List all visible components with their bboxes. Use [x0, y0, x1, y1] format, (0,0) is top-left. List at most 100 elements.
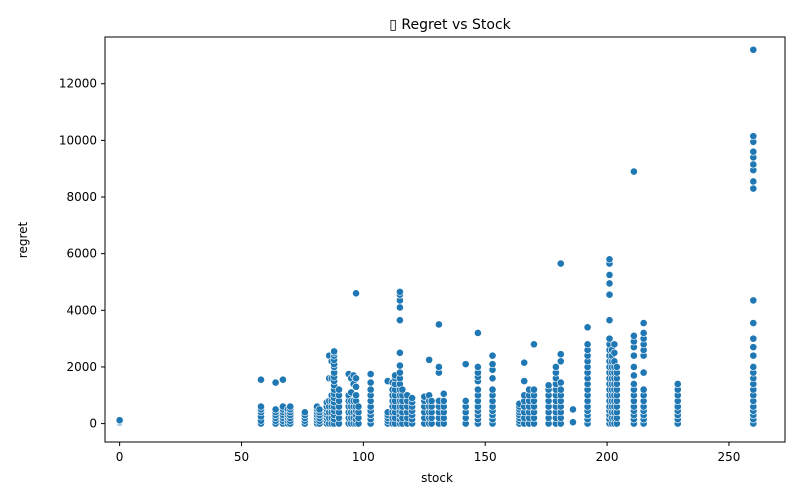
data-point — [461, 360, 470, 369]
data-point — [639, 368, 648, 377]
data-point — [629, 351, 638, 360]
data-point — [352, 289, 360, 298]
data-point — [474, 363, 482, 371]
data-point — [474, 385, 482, 394]
data-point — [396, 348, 404, 357]
data-point — [366, 370, 375, 378]
data-point — [396, 303, 404, 312]
data-point — [488, 360, 497, 369]
data-point — [605, 334, 614, 343]
data-point — [605, 316, 614, 325]
data-point — [629, 371, 638, 380]
data-point — [300, 408, 309, 417]
data-point — [629, 167, 638, 176]
data-point — [749, 343, 758, 352]
y-tick-label: 12000 — [59, 77, 97, 91]
data-point — [605, 255, 614, 264]
x-axis-ticks: 0 50 100 150 200 250 — [116, 442, 740, 464]
data-point — [530, 340, 538, 349]
data-point — [271, 378, 280, 387]
y-tick-label: 2000 — [66, 360, 97, 374]
data-point — [530, 385, 538, 394]
data-point — [330, 347, 339, 356]
plot-frame — [104, 36, 786, 443]
data-point — [352, 382, 360, 391]
data-point — [315, 405, 324, 414]
y-tick-label: 6000 — [66, 247, 97, 261]
data-point — [352, 374, 360, 383]
data-point — [520, 377, 529, 386]
data-point — [366, 385, 375, 394]
data-point — [435, 320, 443, 329]
x-tick-label: 50 — [234, 450, 249, 464]
data-point — [749, 132, 758, 141]
data-point — [398, 385, 407, 394]
data-point — [396, 316, 404, 325]
y-tick-label: 0 — [89, 417, 97, 431]
data-point — [352, 391, 360, 400]
data-point — [520, 358, 529, 367]
y-tick-label: 8000 — [66, 190, 97, 204]
data-point — [629, 331, 638, 340]
data-point — [610, 340, 619, 349]
data-points — [115, 45, 758, 428]
x-tick-label: 200 — [596, 450, 619, 464]
data-point — [354, 402, 363, 411]
data-point — [257, 375, 265, 384]
data-point — [461, 397, 470, 405]
data-point — [749, 296, 758, 305]
data-point — [569, 405, 577, 414]
data-point — [605, 271, 614, 279]
y-tick-label: 10000 — [59, 133, 97, 147]
data-point — [749, 160, 758, 169]
data-point — [286, 402, 295, 411]
data-point — [408, 394, 416, 403]
data-point — [257, 402, 265, 411]
data-point — [749, 177, 758, 186]
data-point — [439, 397, 448, 405]
data-point — [583, 340, 592, 349]
data-point — [556, 350, 565, 359]
y-tick-label: 4000 — [66, 303, 97, 317]
x-axis-label: stock — [421, 471, 453, 485]
data-point — [639, 319, 648, 327]
data-point — [629, 380, 638, 388]
data-point — [612, 363, 621, 371]
data-point — [610, 348, 619, 357]
data-point — [749, 363, 758, 371]
data-point — [556, 259, 565, 268]
data-point — [749, 45, 758, 54]
data-point — [749, 334, 758, 343]
data-point — [396, 287, 404, 296]
data-point — [425, 355, 434, 364]
data-point — [639, 329, 648, 337]
data-point — [335, 385, 343, 394]
data-point — [435, 363, 443, 371]
data-point — [749, 351, 758, 360]
data-point — [629, 363, 638, 371]
data-point — [271, 405, 280, 414]
chart-title: ▯ Regret vs Stock — [389, 17, 511, 33]
data-point — [396, 368, 404, 377]
data-point — [569, 418, 577, 427]
data-point — [749, 319, 758, 327]
data-point — [427, 397, 436, 405]
x-tick-label: 0 — [116, 450, 124, 464]
x-tick-label: 100 — [352, 450, 375, 464]
data-point — [605, 279, 614, 288]
data-point — [556, 385, 565, 394]
data-point — [583, 323, 592, 332]
data-point — [396, 361, 404, 370]
y-axis-label: regret — [16, 221, 30, 258]
data-point — [488, 374, 497, 383]
x-tick-label: 250 — [717, 450, 740, 464]
data-point — [749, 184, 758, 193]
data-point — [749, 147, 758, 156]
x-tick-label: 150 — [474, 450, 497, 464]
data-point — [544, 381, 553, 390]
data-point — [115, 416, 124, 425]
data-point — [605, 290, 614, 299]
data-point — [279, 375, 287, 384]
data-point — [556, 357, 565, 366]
